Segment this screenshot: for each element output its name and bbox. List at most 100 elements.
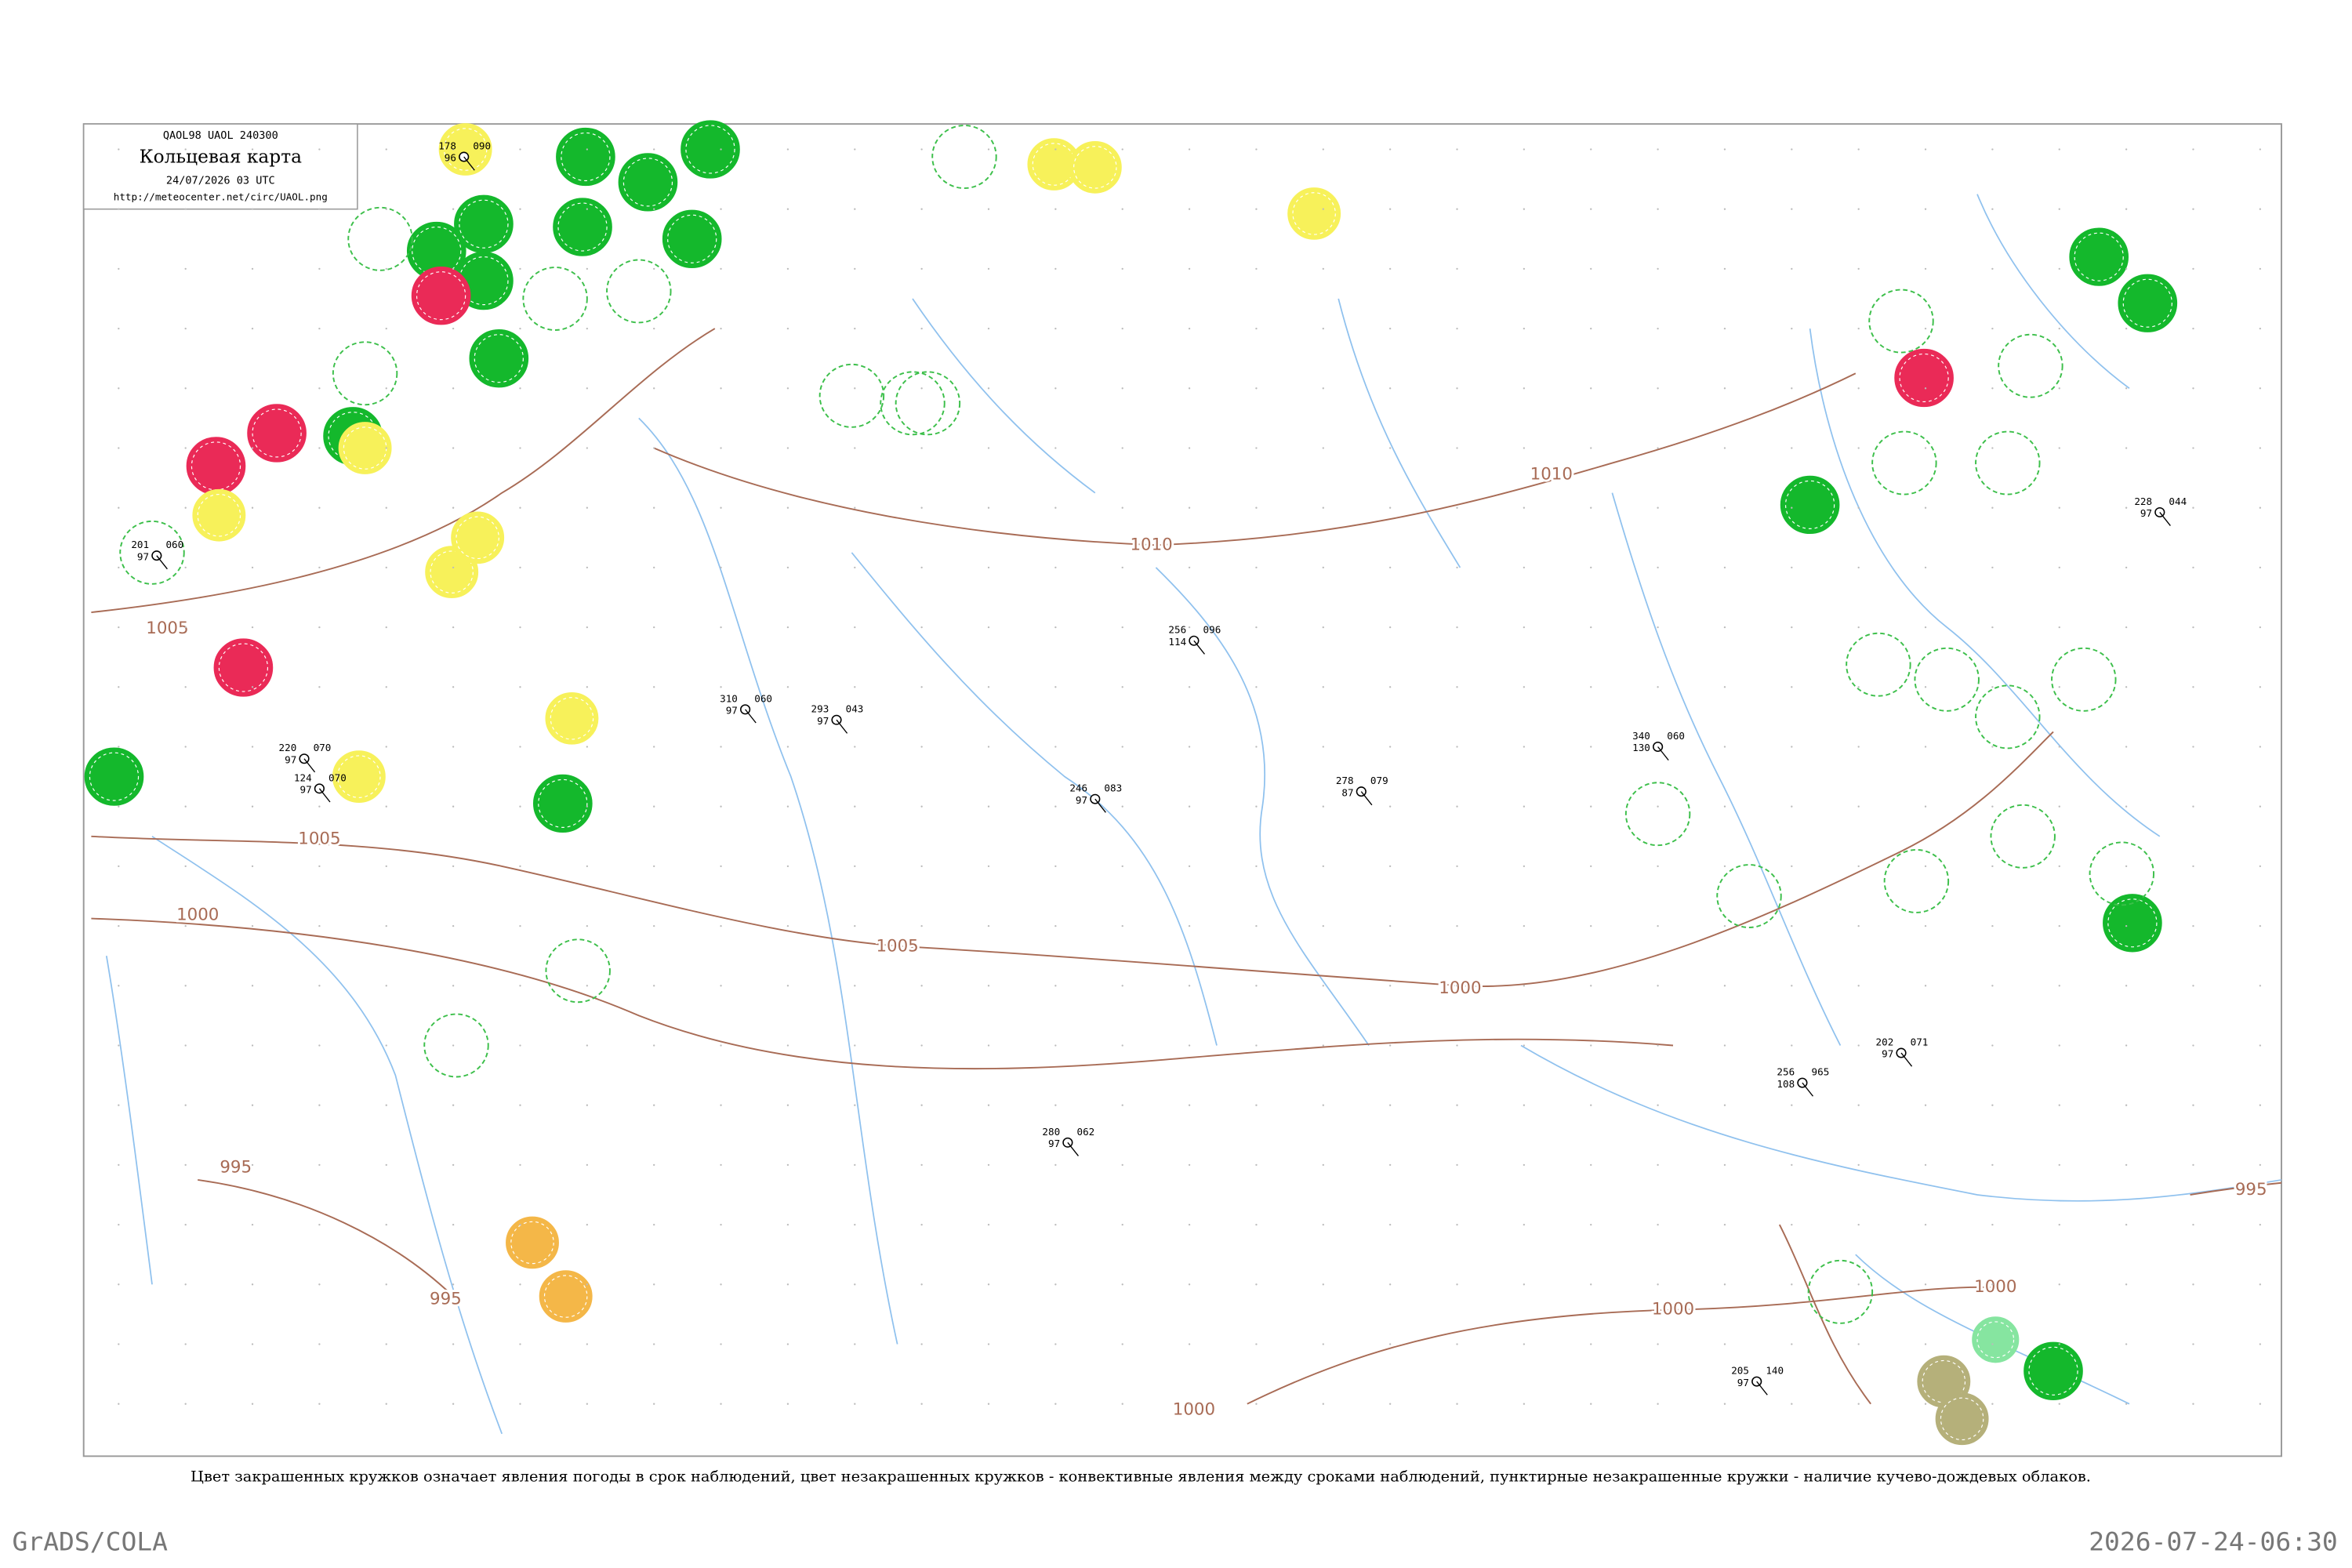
grid-dot: [1657, 686, 1659, 688]
grid-dot: [1857, 267, 1860, 270]
grid-dot: [1456, 447, 1458, 449]
grid-dot: [118, 387, 120, 390]
grid-dot: [1590, 805, 1592, 808]
grid-dot: [2058, 1104, 2060, 1106]
station-wind: [156, 555, 168, 570]
grid-dot: [118, 865, 120, 868]
grid-dot: [1723, 686, 1726, 688]
grid-dot: [318, 924, 321, 927]
grid-dot: [1456, 387, 1458, 390]
grid-dot: [586, 1163, 589, 1167]
grid-dot: [2192, 1044, 2194, 1047]
grid-dot: [1255, 208, 1258, 210]
grid-dot: [318, 746, 321, 748]
grid-dot: [920, 1343, 923, 1345]
grid-dot: [1322, 208, 1324, 210]
grid-dot: [1188, 1104, 1191, 1106]
grid-dot: [1791, 327, 1793, 330]
grid-dot: [118, 1343, 120, 1345]
grid-dot: [987, 327, 990, 330]
grid-dot: [1857, 1403, 1860, 1405]
river: [851, 552, 1218, 1046]
grid-dot: [786, 924, 789, 927]
grid-dot: [1188, 626, 1191, 629]
station-wind: [745, 709, 757, 724]
grid-dot: [1791, 208, 1793, 210]
grid-dot: [1388, 1403, 1392, 1405]
station-wind: [1900, 1052, 1913, 1067]
station-dew: 97: [1048, 1138, 1060, 1149]
isobar-label: 995: [430, 1288, 462, 1308]
station-temp: 228: [2134, 495, 2152, 507]
grid-dot: [385, 1403, 387, 1405]
grid-dot: [1388, 805, 1392, 808]
weather-circle-ring: [2074, 232, 2124, 281]
grid-dot: [2125, 924, 2128, 927]
grid-dot: [318, 267, 321, 270]
grid-dot: [1388, 327, 1392, 330]
grid-dot: [720, 566, 722, 569]
grid-dot: [1590, 686, 1592, 688]
grid-dot: [1523, 1044, 1526, 1047]
grid-dot: [184, 506, 187, 509]
grid-dot: [1924, 1104, 1927, 1106]
grid-dot: [653, 208, 655, 210]
grid-dot: [1657, 327, 1659, 330]
grid-dot: [184, 1283, 187, 1286]
grid-dot: [653, 267, 655, 270]
grid-dot: [452, 447, 455, 449]
grid-dot: [452, 148, 455, 151]
grid-dot: [586, 148, 589, 151]
grid-dot: [1255, 566, 1258, 569]
grid-dot: [854, 1283, 856, 1286]
grid-dot: [2125, 148, 2128, 151]
grid-dot: [786, 985, 789, 987]
grid-dot: [2259, 746, 2262, 748]
grid-dot: [118, 566, 120, 569]
grid-dot: [1657, 1104, 1659, 1106]
grid-dot: [2259, 447, 2262, 449]
grid-dot: [318, 1044, 321, 1047]
station-dew: 130: [1632, 742, 1650, 753]
grid-dot: [786, 1044, 789, 1047]
grid-dot: [920, 447, 923, 449]
grid-dot: [920, 387, 923, 390]
weather-circle-ring: [2028, 1346, 2078, 1396]
station-wind: [1094, 798, 1106, 813]
grid-dot: [1322, 506, 1324, 509]
grid-dot: [1121, 924, 1123, 927]
grid-dot: [1188, 865, 1191, 868]
weather-circle-ring: [622, 158, 673, 207]
grid-dot: [385, 1223, 387, 1226]
station-dew: 114: [1168, 636, 1186, 648]
grid-dot: [1054, 805, 1057, 808]
grid-dot: [184, 985, 187, 987]
grid-dot: [385, 1283, 387, 1286]
grid-dot: [1857, 924, 1860, 927]
grid-dot: [1723, 626, 1726, 629]
map-frame: [82, 123, 2282, 1457]
grid-dot: [854, 566, 856, 569]
isobar: [1778, 1224, 1871, 1405]
grid-dot: [1857, 327, 1860, 330]
grid-dot: [519, 924, 521, 927]
grid-dot: [1456, 865, 1458, 868]
grid-dot: [1590, 1343, 1592, 1345]
grid-dot: [1054, 267, 1057, 270]
header-box: [82, 123, 358, 210]
grid-dot: [1322, 746, 1324, 748]
grid-dot: [653, 1283, 655, 1286]
grid-dot: [1388, 1343, 1392, 1345]
grid-dot: [1991, 566, 1994, 569]
grid-dot: [2125, 985, 2128, 987]
weather-circle-ring: [2107, 898, 2158, 948]
grid-dot: [2058, 746, 2060, 748]
grid-dot: [385, 566, 387, 569]
grid-dot: [987, 1223, 990, 1226]
grid-dot: [1723, 566, 1726, 569]
grid-dot: [1255, 387, 1258, 390]
station-dew: 97: [817, 715, 829, 727]
weather-circle-ring: [197, 493, 241, 537]
grid-dot: [1991, 626, 1994, 629]
header-time: 24/07/2026 03 UTC: [166, 175, 275, 187]
